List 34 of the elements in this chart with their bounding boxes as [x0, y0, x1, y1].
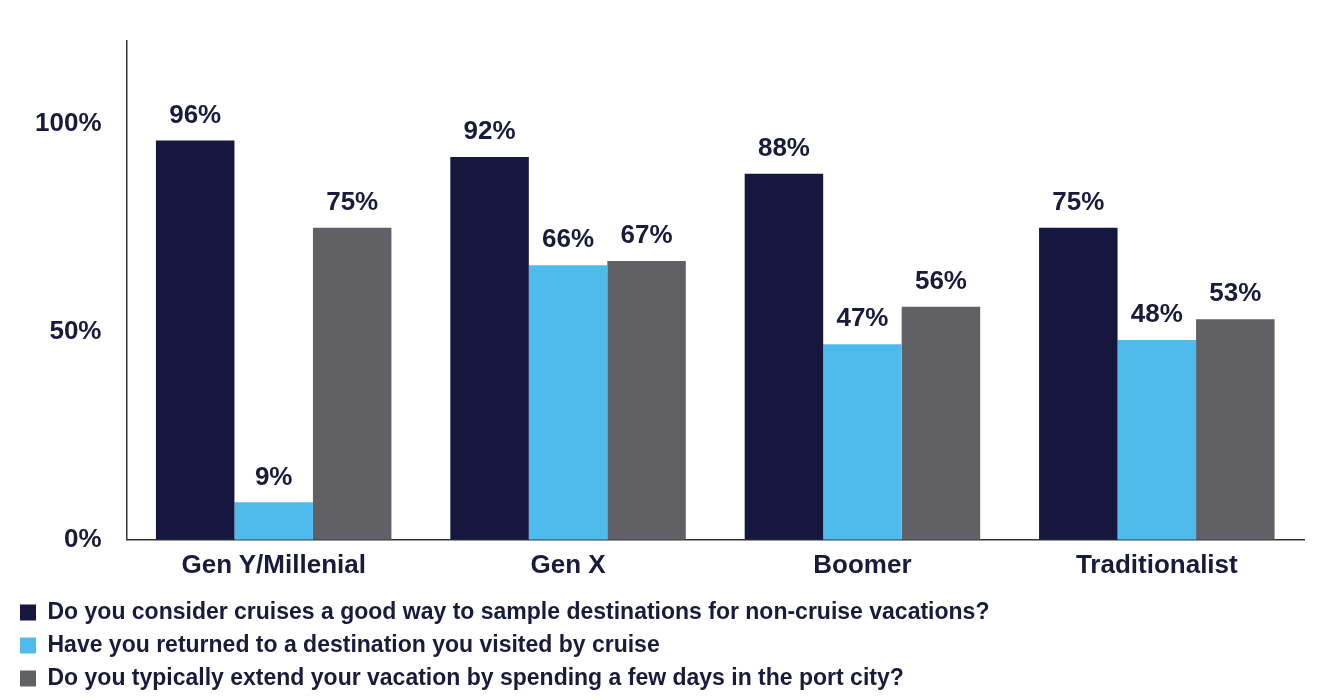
bar — [528, 265, 608, 540]
legend-label: Do you typically extend your vacation by spending a few days in the port city? — [47, 663, 904, 690]
data-label: 75% — [326, 185, 379, 216]
legend-label: Do you consider cruises a good way to sample destinations for non-cruise vacations? — [47, 597, 990, 624]
y-tick-label: 100% — [35, 106, 102, 137]
bar — [607, 261, 686, 540]
y-tick-label: 0% — [63, 522, 102, 553]
data-label: 53% — [1209, 277, 1262, 308]
bar — [1117, 340, 1197, 540]
data-label: 56% — [914, 265, 967, 296]
bar — [155, 140, 235, 540]
bar — [1039, 227, 1118, 540]
data-label: 9% — [254, 460, 293, 491]
y-tick-label: 50% — [49, 314, 102, 345]
x-tick-label: Gen Y/Millenial — [181, 548, 366, 579]
x-tick-label: Traditionalist — [1075, 548, 1239, 579]
x-tick-label: Gen X — [530, 548, 607, 579]
data-label: 92% — [463, 115, 516, 146]
data-label: 67% — [620, 219, 673, 250]
data-label: 48% — [1130, 298, 1183, 329]
legend-label: Have you returned to a destination you visited by cruise — [47, 630, 660, 657]
data-label: 66% — [542, 223, 595, 254]
bar — [450, 157, 529, 540]
bar — [823, 344, 902, 540]
bar — [312, 227, 392, 540]
data-label: 96% — [169, 98, 222, 129]
bar — [1196, 319, 1275, 540]
bar — [901, 306, 981, 540]
data-label: 75% — [1052, 185, 1105, 216]
data-label: 88% — [757, 131, 810, 162]
data-label: 47% — [836, 302, 889, 333]
x-tick-label: Boomer — [813, 548, 912, 579]
bar — [234, 502, 313, 540]
bar — [744, 173, 824, 540]
